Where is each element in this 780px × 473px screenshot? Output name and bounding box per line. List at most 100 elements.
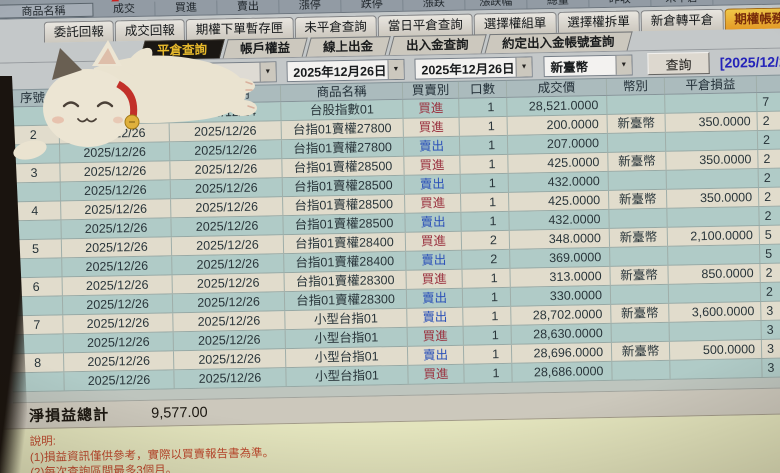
cell-price: 348.0000	[509, 228, 611, 249]
cell-side: 賣出	[407, 307, 464, 327]
cell-trade-date: 2025/12/26	[173, 330, 286, 351]
currency-value: 新臺幣	[550, 59, 589, 75]
cell-product: 台指01賣權28500	[282, 175, 406, 197]
cell-close-date: 2025/12/26	[61, 237, 173, 258]
account-select[interactable]: ▼	[100, 60, 277, 86]
cell-seq: 4	[9, 201, 62, 221]
cell-side: 買進	[405, 193, 462, 213]
chevron-down-icon[interactable]: ▼	[387, 59, 404, 79]
cell-currency: 新臺幣	[611, 341, 671, 361]
main-tab-active[interactable]: 期權帳務	[724, 7, 780, 30]
quote-column-label[interactable]: 漲跌	[403, 0, 466, 11]
main-tab-label: 期權帳務	[734, 11, 780, 27]
cell-qty: 1	[462, 268, 511, 288]
sub-tab-label: 帳戶權益	[239, 41, 291, 56]
sub-tab[interactable]: 帳戶權益	[222, 37, 308, 59]
header-qty: 口數	[458, 80, 508, 98]
cell-qty: 1	[461, 192, 510, 212]
cell-seq	[11, 334, 64, 354]
cell-product: 台指01賣權28300	[284, 270, 407, 292]
quote-column-label[interactable]: 漲跌幅	[465, 0, 528, 10]
cell-pl	[670, 359, 763, 379]
cell-seq	[8, 182, 62, 202]
cell-seq: 8	[12, 353, 65, 373]
cell-close-date: 2025/12/26	[60, 161, 171, 182]
query-button[interactable]: 查詢	[647, 51, 711, 76]
cell-seq: 2	[7, 125, 60, 145]
cell-pl	[665, 131, 759, 151]
cell-qty: 1	[459, 135, 509, 155]
quote-column-label[interactable]: 成交	[93, 0, 156, 17]
main-tab[interactable]: 新倉轉平倉	[640, 8, 724, 32]
cell-currency	[610, 284, 670, 304]
main-tab[interactable]: 選擇權組單	[473, 11, 557, 35]
cell-close-date: 2025/12/26	[64, 370, 175, 391]
quote-column-label[interactable]: 跌停	[341, 0, 404, 13]
cell-price: 28,521.0000	[507, 95, 608, 116]
cell-trade-date: 2025/12/26	[173, 311, 286, 332]
cell-currency	[609, 208, 668, 228]
cell-edge: 5	[765, 246, 773, 261]
cell-seq	[7, 144, 61, 164]
cell-qty: 1	[461, 211, 510, 231]
cell-close-date: 2025/12/26	[62, 275, 173, 296]
cell-pl	[667, 207, 760, 227]
main-tab[interactable]: 期權下單暫存匣	[185, 16, 294, 41]
cell-currency	[607, 132, 667, 152]
cell-close-date: 2025/12/26	[59, 142, 171, 163]
cell-product: 台指01賣權28500	[283, 213, 406, 235]
header-currency: 幣別	[606, 77, 666, 95]
quote-column-label[interactable]: 昨收	[589, 0, 652, 8]
cell-pl: 2,100.0000	[667, 226, 761, 246]
cell-currency: 新臺幣	[608, 151, 667, 171]
date-from-select[interactable]: 2025年12月26日 ▼	[286, 58, 405, 82]
sub-tab[interactable]: 出入金查詢	[388, 34, 487, 56]
main-tab[interactable]: 未平倉查詢	[294, 15, 378, 38]
cell-close-date: 2025/12/26	[62, 256, 173, 277]
quote-column-label[interactable]: 賣出	[217, 0, 280, 15]
cell-side: 賣出	[406, 250, 463, 270]
cell-trade-date: 2025/12/26	[172, 273, 285, 294]
cell-currency	[611, 322, 670, 342]
date-to-select[interactable]: 2025年12月26日 ▼	[414, 55, 533, 80]
main-tab[interactable]: 當日平倉查詢	[377, 13, 474, 37]
currency-select[interactable]: 新臺幣 ▼	[543, 53, 633, 77]
sub-tab-active[interactable]: 平倉查詢	[139, 39, 225, 60]
header-edge	[757, 75, 780, 92]
cell-edge: 2	[765, 265, 773, 280]
date-from-value: 2025年12月26日	[293, 63, 387, 80]
cell-pl: 350.0000	[665, 112, 758, 132]
query-result-text: [2025/12/26	[719, 53, 780, 71]
cell-price: 28,702.0000	[511, 304, 612, 325]
cell-trade-date: 2025/12/26	[173, 349, 287, 370]
cell-edge: 2	[763, 170, 771, 185]
cell-seq	[7, 106, 60, 126]
cell-seq: 6	[10, 277, 63, 297]
cell-price: 330.0000	[510, 285, 612, 306]
chevron-down-icon[interactable]: ▼	[259, 61, 276, 82]
sub-tab[interactable]: 線上出金	[305, 36, 391, 57]
chevron-down-icon[interactable]: ▼	[515, 56, 532, 77]
cell-currency: 新臺幣	[610, 265, 669, 285]
main-tab[interactable]: 成交回報	[114, 19, 186, 42]
cell-edge: 3	[766, 341, 775, 356]
cell-seq	[12, 372, 65, 392]
cell-qty: 1	[464, 363, 513, 383]
sub-tab[interactable]: 約定出入金帳號查詢	[484, 31, 632, 54]
cell-qty: 1	[463, 344, 513, 364]
chevron-down-icon[interactable]: ▼	[615, 54, 632, 75]
quote-column-label[interactable]: 總量	[527, 0, 590, 9]
cell-close-date: 2025/12/26	[60, 180, 172, 201]
main-tab[interactable]: 選擇權拆單	[557, 10, 641, 33]
header-seq: 序號	[6, 89, 60, 107]
cell-trade-date: 2025/12/26	[171, 235, 285, 256]
quote-column-label[interactable]: 漲停	[279, 0, 342, 14]
header-side: 買賣別	[402, 81, 460, 99]
quote-column-label[interactable]: 商品名稱	[0, 2, 94, 19]
main-tab[interactable]: 委託回報	[43, 20, 115, 43]
cell-side: 買進	[403, 98, 460, 118]
header-pl: 平倉損益	[664, 76, 758, 94]
cell-pl: 850.0000	[668, 264, 761, 284]
quote-column-label[interactable]: 買進	[155, 0, 218, 16]
cell-price: 425.0000	[509, 190, 610, 211]
